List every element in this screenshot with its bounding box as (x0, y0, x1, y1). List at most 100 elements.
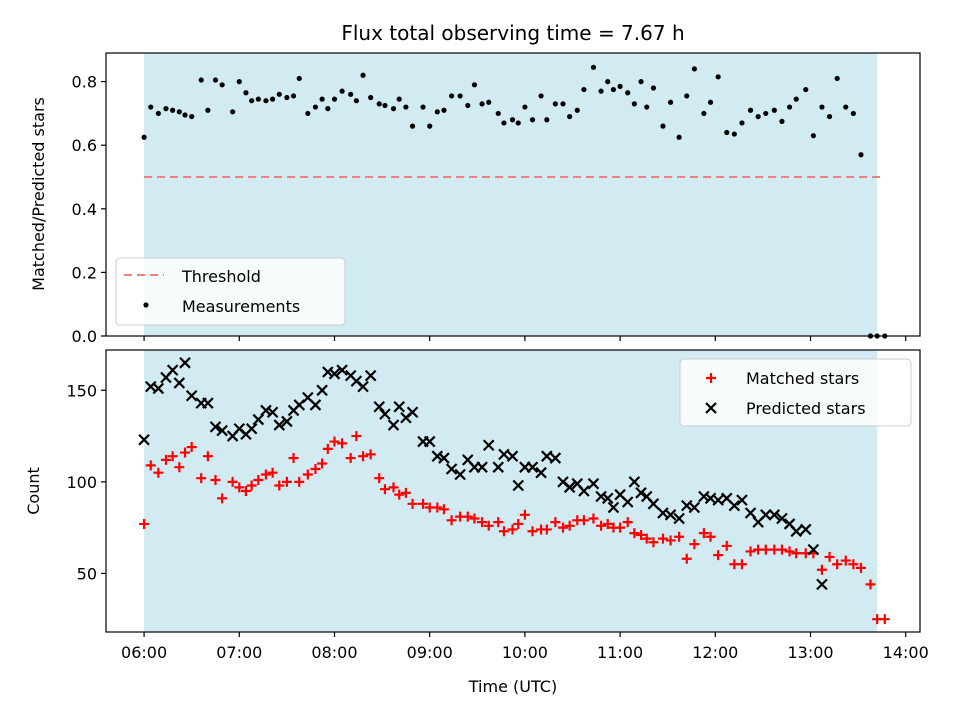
data-point (601, 492, 614, 505)
data-point (858, 152, 864, 158)
y-tick-label: 0.2 (72, 263, 97, 282)
data-point (731, 131, 737, 137)
data-point (665, 535, 676, 546)
data-point (526, 461, 539, 473)
data-point (498, 448, 510, 461)
legend-predicted-swatch (705, 402, 717, 414)
data-point (617, 83, 623, 89)
data-point (745, 546, 756, 557)
data-point (763, 110, 769, 117)
data-point (441, 107, 447, 113)
x-tick-label: 07:00 (216, 643, 262, 662)
data-point (249, 98, 255, 104)
data-point (509, 117, 516, 123)
data-point (541, 450, 553, 462)
data-point (345, 453, 356, 464)
data-point (379, 408, 391, 420)
x-tick-label: 10:00 (502, 643, 548, 662)
data-point (759, 509, 772, 521)
data-point (691, 66, 697, 72)
data-point (317, 458, 328, 469)
data-point (557, 522, 568, 533)
data-point (139, 518, 150, 529)
data-point (446, 515, 457, 526)
data-point (865, 579, 876, 590)
data-point (281, 476, 292, 487)
y-tick-label: 150 (66, 381, 97, 400)
x-axis-label: Time (UTC) (468, 677, 557, 696)
data-point (834, 75, 840, 82)
data-point (840, 555, 851, 566)
data-point (506, 450, 519, 462)
data-point (541, 524, 552, 535)
data-point (302, 469, 313, 480)
data-point (615, 522, 626, 533)
data-point (793, 96, 799, 102)
data-point (607, 501, 620, 514)
data-point (819, 104, 825, 110)
data-point (322, 366, 334, 378)
legend-matched-swatch (706, 373, 716, 383)
data-point (493, 517, 504, 528)
counts-series-0 (139, 431, 890, 625)
data-point (166, 364, 179, 376)
data-point (501, 120, 507, 126)
data-point (273, 419, 286, 431)
data-point (552, 101, 558, 107)
data-point (688, 501, 701, 514)
chart-title: Flux total observing time = 7.67 h (341, 21, 684, 45)
data-point (234, 482, 245, 493)
data-point (747, 107, 754, 113)
data-point (641, 533, 652, 544)
data-point (664, 509, 677, 521)
data-point (217, 493, 228, 504)
data-point (879, 614, 890, 625)
data-point (667, 99, 674, 105)
x-tick-label: 14:00 (883, 643, 929, 662)
data-point (527, 526, 538, 537)
data-point (179, 357, 191, 369)
data-point (319, 96, 325, 102)
data-point (339, 88, 345, 94)
data-point (348, 91, 354, 97)
data-point (588, 513, 599, 524)
data-point (245, 422, 258, 435)
data-point (427, 123, 433, 129)
data-point (826, 113, 833, 120)
legend-predicted-label: Predicted stars (746, 399, 866, 418)
data-point (628, 476, 641, 488)
data-point (240, 486, 251, 496)
data-point (180, 447, 191, 458)
data-point (574, 107, 580, 113)
data-point (728, 499, 741, 512)
data-point (325, 106, 331, 112)
data-point (507, 524, 518, 535)
data-point (296, 75, 302, 82)
data-point (715, 74, 721, 80)
data-point (374, 473, 385, 484)
data-point (243, 90, 249, 96)
data-point (331, 96, 338, 102)
data-point (779, 118, 785, 124)
data-point (476, 461, 488, 473)
data-point (689, 539, 700, 550)
legend-box (115, 257, 346, 326)
data-point (167, 451, 178, 462)
data-point (394, 489, 405, 500)
data-point (605, 79, 611, 85)
data-point (638, 79, 644, 85)
data-point (843, 104, 849, 110)
data-point (684, 93, 690, 99)
data-point (153, 467, 164, 478)
data-point (698, 490, 710, 503)
data-point (360, 72, 366, 78)
y-tick-label: 0.8 (72, 73, 97, 92)
ratio-legend: Threshold Measurements (115, 257, 346, 326)
x-tick-label: 09:00 (407, 643, 453, 662)
data-point (351, 431, 362, 442)
data-point (390, 106, 397, 112)
data-point (365, 449, 376, 460)
data-point (409, 123, 416, 129)
data-point (736, 494, 748, 506)
